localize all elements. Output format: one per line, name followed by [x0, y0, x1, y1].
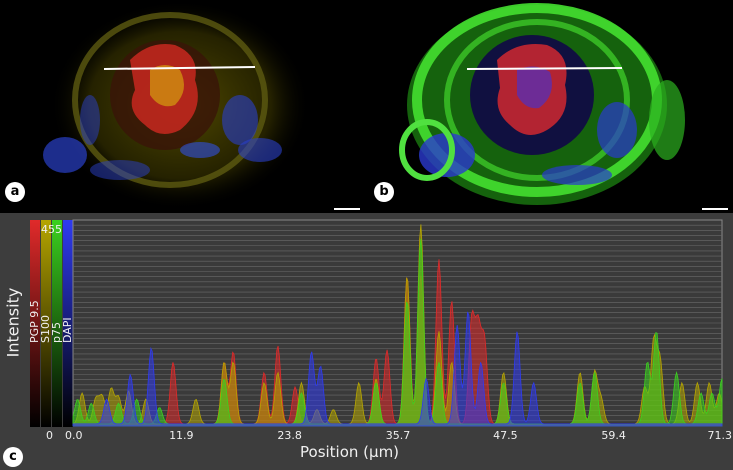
- legend-min-label: 0: [46, 429, 53, 442]
- legend-label-p75: p75: [50, 322, 63, 343]
- legend-bar-pgp-9.5: [30, 220, 40, 427]
- x-tick-label: 11.9: [169, 429, 194, 442]
- legend-label-dapi: DAPI: [61, 317, 74, 343]
- plot-series: [72, 224, 723, 427]
- x-tick-label: 35.7: [386, 429, 411, 442]
- y-axis-label: Intensity: [3, 287, 23, 358]
- micrograph-a: [0, 0, 366, 213]
- legend-label-s100: S100: [39, 315, 52, 343]
- legend-label-pgp-9.5: PGP 9.5: [28, 300, 41, 343]
- series-dapi: [72, 311, 723, 427]
- x-tick-labels: 0.0 11.9 23.8 35.7 47.5 59.4 71.3: [65, 429, 732, 442]
- x-tick-label: 0.0: [65, 429, 83, 442]
- x-tick-label: 47.5: [493, 429, 518, 442]
- x-tick-label: 71.3: [708, 429, 733, 442]
- panel-label-c: c: [3, 447, 23, 467]
- legend-bar-p75: [52, 220, 62, 427]
- x-axis-label: Position (µm): [300, 443, 400, 461]
- micrograph-b: [367, 0, 733, 213]
- x-tick-label: 23.8: [277, 429, 302, 442]
- plot-grid: [72, 219, 723, 427]
- legend-bar-s100: [41, 220, 51, 427]
- panel-label-a: a: [5, 182, 25, 202]
- scale-bar-b: [702, 208, 728, 210]
- legend-bar-dapi: [63, 220, 73, 427]
- legend-max-label: 455: [41, 223, 62, 236]
- x-tick-label: 59.4: [601, 429, 626, 442]
- scale-bar-a: [334, 208, 360, 210]
- intensity-profile-panel: Intensity PGP 9.5 S100 p75 DAPI 0.0 11.9 23.8…: [0, 213, 733, 470]
- panel-label-b: b: [374, 182, 394, 202]
- micrograph-row: a b: [0, 0, 733, 213]
